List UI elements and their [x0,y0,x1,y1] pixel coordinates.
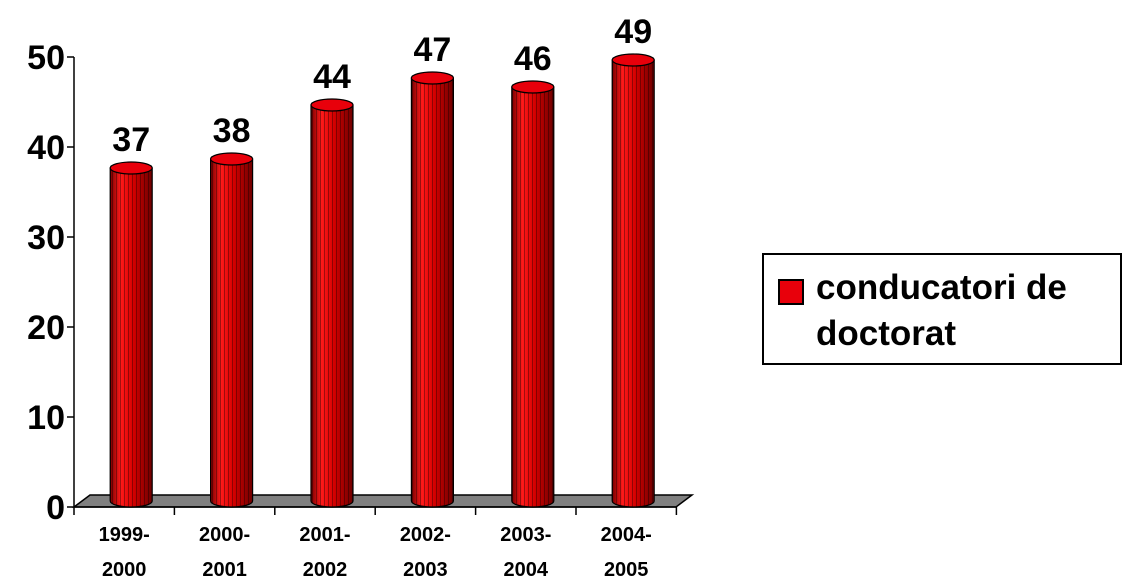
x-tick-label: 2002 [303,559,348,581]
legend-label: conducatori de doctorat [816,268,1067,353]
bar-top [511,80,555,94]
bar [611,53,655,508]
x-tick-label: 2003 [403,559,448,581]
bar-top [109,161,153,175]
bar [109,161,153,508]
x-tick-label: 2001 [202,559,247,581]
y-tick-label: 0 [46,489,65,527]
x-tick-label: 2005 [604,559,649,581]
y-tick-label: 10 [27,399,65,437]
x-tick-label: 2004- [601,524,652,546]
bar-top [210,152,254,166]
bar [511,80,555,508]
legend-swatch [778,279,804,305]
x-tick-label: 2003- [500,524,551,546]
bar [210,152,254,508]
y-tick-label: 30 [27,219,65,257]
data-label: 44 [313,58,351,96]
x-tick-label: 2000- [199,524,250,546]
data-label: 37 [112,121,150,159]
bar [310,98,354,508]
bar-texture [311,105,353,507]
bar [410,71,454,508]
x-tick-label: 2000 [102,559,147,581]
y-tick-label: 50 [27,39,65,77]
y-tick-label: 40 [27,129,65,167]
bar-texture [210,159,253,507]
x-tick-label: 2004 [504,559,549,581]
bar-texture [612,60,655,507]
x-tick-label: 2002- [400,524,451,546]
bar-texture [110,168,153,507]
y-tick-label: 20 [27,309,65,347]
bar-top [310,98,354,112]
data-label: 38 [213,112,251,150]
data-label: 47 [413,31,451,69]
bar-texture [511,87,554,507]
x-tick-label: 2001- [299,524,350,546]
legend: conducatori de doctorat [762,253,1122,365]
bar-top [410,71,454,85]
bar-texture [411,78,454,507]
data-label: 49 [614,13,652,51]
data-label: 46 [514,40,552,78]
bar-top [611,53,655,67]
x-tick-label: 1999- [99,524,150,546]
chart-floor [71,494,695,508]
